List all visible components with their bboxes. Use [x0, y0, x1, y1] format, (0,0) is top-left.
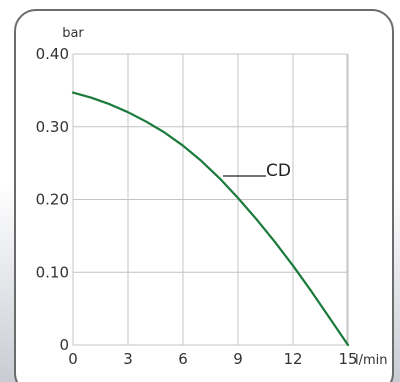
y-tick-label: 0.30 [36, 118, 69, 136]
y-axis-unit: bar [62, 26, 84, 41]
x-tick-label: 12 [283, 350, 302, 368]
annotation-cd: CD [266, 161, 291, 181]
y-tick-label: 0.20 [36, 191, 69, 209]
x-tick-label: 0 [68, 350, 78, 368]
x-tick-label: 15 [338, 350, 357, 368]
y-tick-label: 0.10 [36, 263, 69, 281]
x-tick-label: 9 [233, 350, 243, 368]
x-tick-label: 3 [123, 350, 133, 368]
series [71, 91, 350, 347]
y-tick-label: 0.40 [36, 45, 69, 63]
tick-labels: 0 3 6 9 12 15 0 0.10 0.20 0.30 0.40 [36, 45, 358, 368]
y-tick-label: 0 [59, 336, 69, 354]
series-line-cd [71, 91, 350, 347]
x-axis-unit: l/min [355, 353, 388, 368]
x-tick-label: 6 [178, 350, 188, 368]
grid [72, 53, 349, 346]
